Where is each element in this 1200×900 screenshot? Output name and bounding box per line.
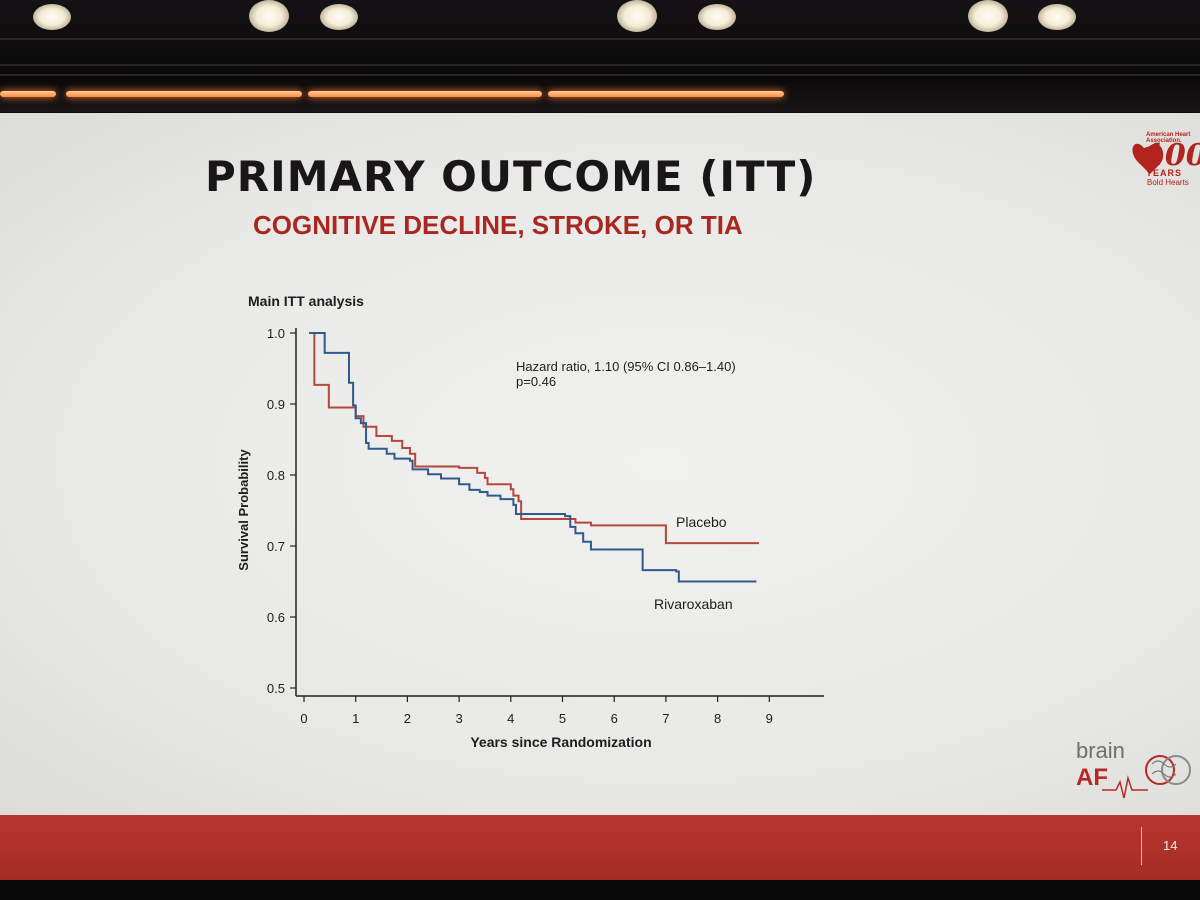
chart-title: Main ITT analysis [248,293,364,309]
y-tick-label: 0.5 [267,681,285,696]
slide-subtitle: COGNITIVE DECLINE, STROKE, OR TIA [253,210,743,240]
slide-footer-bar [0,815,1200,880]
truss-beam [0,74,1200,76]
kaplan-meier-chart: Main ITT analysis Survival Probability Y… [236,293,824,750]
brain-af-logo: brain AF [1072,738,1194,802]
stage-light [249,0,289,32]
x-tick-label: 0 [300,711,307,726]
x-tick-label: 3 [455,711,462,726]
stage-light [1038,4,1076,30]
stage-light [33,4,71,30]
x-tick-label: 2 [404,711,411,726]
aha-tagline: Bold Hearts [1147,178,1189,187]
y-tick-label: 0.7 [267,539,285,554]
series-layer [309,332,759,583]
rivaroxaban-series-label: Rivaroxaban [654,596,733,612]
x-tick-label: 9 [766,711,773,726]
heart-icon [1132,143,1164,174]
led-strip [548,91,784,97]
page-number: 14 [1163,838,1178,853]
y-ticks: 0.5 0.6 0.7 0.8 0.9 1.0 [267,326,296,696]
y-tick-label: 0.8 [267,468,285,483]
brain-af-word-brain: brain [1076,738,1125,763]
x-tick-label: 4 [507,711,514,726]
y-tick-label: 0.9 [267,397,285,412]
stage-light [617,0,657,32]
stage-light [320,4,358,30]
x-tick-label: 7 [662,711,669,726]
p-value-annotation: p=0.46 [516,374,556,389]
x-axis-label: Years since Randomization [470,734,651,750]
aha-years-text: YEARS [1146,168,1183,178]
stage-light [968,0,1008,32]
slide-title: PRIMARY OUTCOME (ITT) [205,152,817,201]
x-ticks: 0 1 2 3 4 5 6 7 8 9 [300,696,773,726]
x-tick-label: 1 [352,711,359,726]
footer-divider [1141,827,1142,865]
y-axis-label: Survival Probability [236,449,251,571]
x-tick-label: 8 [714,711,721,726]
stage-floor [0,880,1200,900]
stage-light [698,4,736,30]
hazard-ratio-annotation: Hazard ratio, 1.10 (95% CI 0.86–1.40) [516,359,736,374]
x-tick-label: 6 [611,711,618,726]
slide-background [0,113,1200,815]
led-strip [308,91,542,97]
truss-beam [0,64,1200,66]
led-strip [0,91,56,97]
brain-af-word-af: AF [1076,764,1108,791]
placebo-series-line [309,332,759,545]
aha-100-number: 100 [1144,138,1200,173]
x-tick-label: 5 [559,711,566,726]
ceiling-rig [0,0,1200,112]
aha-100-years-logo: American Heart Association. 100 YEARS Bo… [1130,130,1200,188]
rivaroxaban-series-line [309,332,757,583]
aha-association-text: American Heart Association. [1146,132,1191,144]
y-tick-label: 1.0 [267,326,285,341]
y-tick-label: 0.6 [267,610,285,625]
brain-ecg-icon [1102,755,1191,799]
placebo-series-label: Placebo [676,514,727,530]
led-strip [66,91,302,97]
truss-beam [0,38,1200,40]
